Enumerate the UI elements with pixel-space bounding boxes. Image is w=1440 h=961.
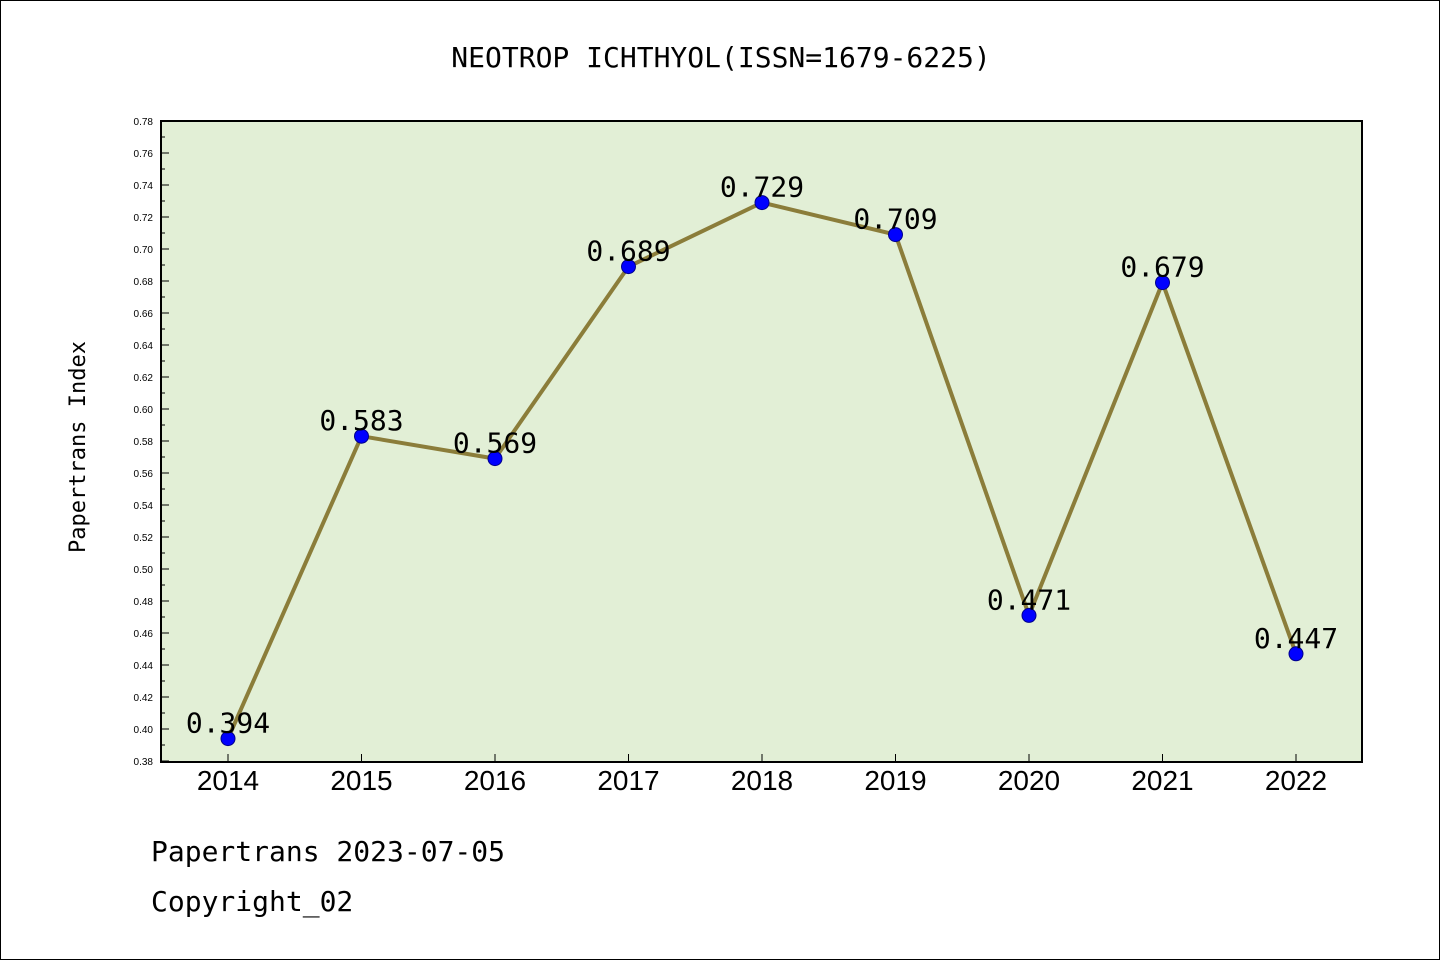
data-labels: 0.394 0.583 0.569 0.689 0.729 0.709 0.471 0.679…	[186, 171, 1338, 740]
y-tick-label: 0.64	[134, 341, 154, 352]
data-point-label: 0.583	[319, 404, 403, 437]
data-point-label: 0.709	[853, 203, 937, 236]
data-point-marker	[1021, 607, 1037, 623]
y-tick-label: 0.44	[134, 661, 154, 672]
y-tick-label: 0.50	[134, 565, 154, 576]
data-point-label: 0.447	[1254, 622, 1338, 655]
data-point-marker	[754, 195, 770, 211]
data-point-label: 0.679	[1120, 251, 1204, 284]
y-tick-label: 0.56	[134, 469, 154, 480]
y-tick-label: 0.48	[134, 597, 154, 608]
data-point-label: 0.471	[987, 583, 1071, 616]
y-tick-label: 0.74	[134, 181, 154, 192]
footer-copyright-label: Copyright_02	[151, 885, 354, 918]
y-axis-label: Papertrans Index	[66, 341, 91, 553]
y-tick-label: 0.66	[134, 309, 154, 320]
y-tick-label: 0.54	[134, 501, 154, 512]
y-tick-label: 0.60	[134, 405, 154, 416]
data-point-marker	[487, 451, 503, 467]
y-tick-label: 0.52	[134, 533, 154, 544]
x-axis-ticks: 2014 2015 2016 2017 2018 2019 2020 2021 2022	[197, 754, 1327, 796]
y-tick-label: 0.68	[134, 277, 154, 288]
data-point-label: 0.729	[720, 171, 804, 204]
y-axis-ticks: 0.38 0.40 0.42 0.44 0.46 0.48 0.50 0.52 0.54 0.56…	[134, 117, 169, 768]
x-tick-label: 2015	[330, 765, 392, 796]
x-tick-label: 2022	[1265, 765, 1327, 796]
y-tick-label: 0.40	[134, 725, 154, 736]
y-tick-label: 0.72	[134, 213, 154, 224]
y-tick-label: 0.76	[134, 149, 154, 160]
y-tick-label: 0.38	[134, 757, 154, 768]
y-tick-label: 0.62	[134, 373, 154, 384]
x-tick-label: 2014	[197, 765, 259, 796]
y-tick-label: 0.46	[134, 629, 154, 640]
x-tick-label: 2016	[464, 765, 526, 796]
y-tick-label: 0.78	[134, 117, 154, 128]
data-markers	[220, 195, 1304, 747]
x-tick-label: 2021	[1131, 765, 1193, 796]
y-tick-label: 0.58	[134, 437, 154, 448]
data-point-label: 0.394	[186, 707, 270, 740]
data-point-marker	[888, 227, 903, 243]
y-tick-label: 0.42	[134, 693, 154, 704]
data-point-marker	[621, 259, 636, 275]
data-point-marker	[1288, 646, 1304, 662]
x-tick-label: 2020	[998, 765, 1060, 796]
data-point-marker	[1155, 275, 1170, 291]
footer-date-label: Papertrans 2023-07-05	[151, 835, 506, 868]
y-tick-label: 0.70	[134, 245, 154, 256]
data-point-label: 0.569	[453, 427, 537, 460]
data-point-marker	[354, 428, 369, 444]
plot-area	[160, 120, 1363, 763]
x-tick-label: 2017	[597, 765, 659, 796]
chart-title: NEOTROP ICHTHYOL(ISSN=1679-6225)	[451, 41, 990, 74]
data-point-marker	[220, 731, 236, 747]
x-tick-label: 2018	[731, 765, 793, 796]
x-tick-label: 2019	[864, 765, 926, 796]
data-point-label: 0.689	[586, 235, 670, 268]
